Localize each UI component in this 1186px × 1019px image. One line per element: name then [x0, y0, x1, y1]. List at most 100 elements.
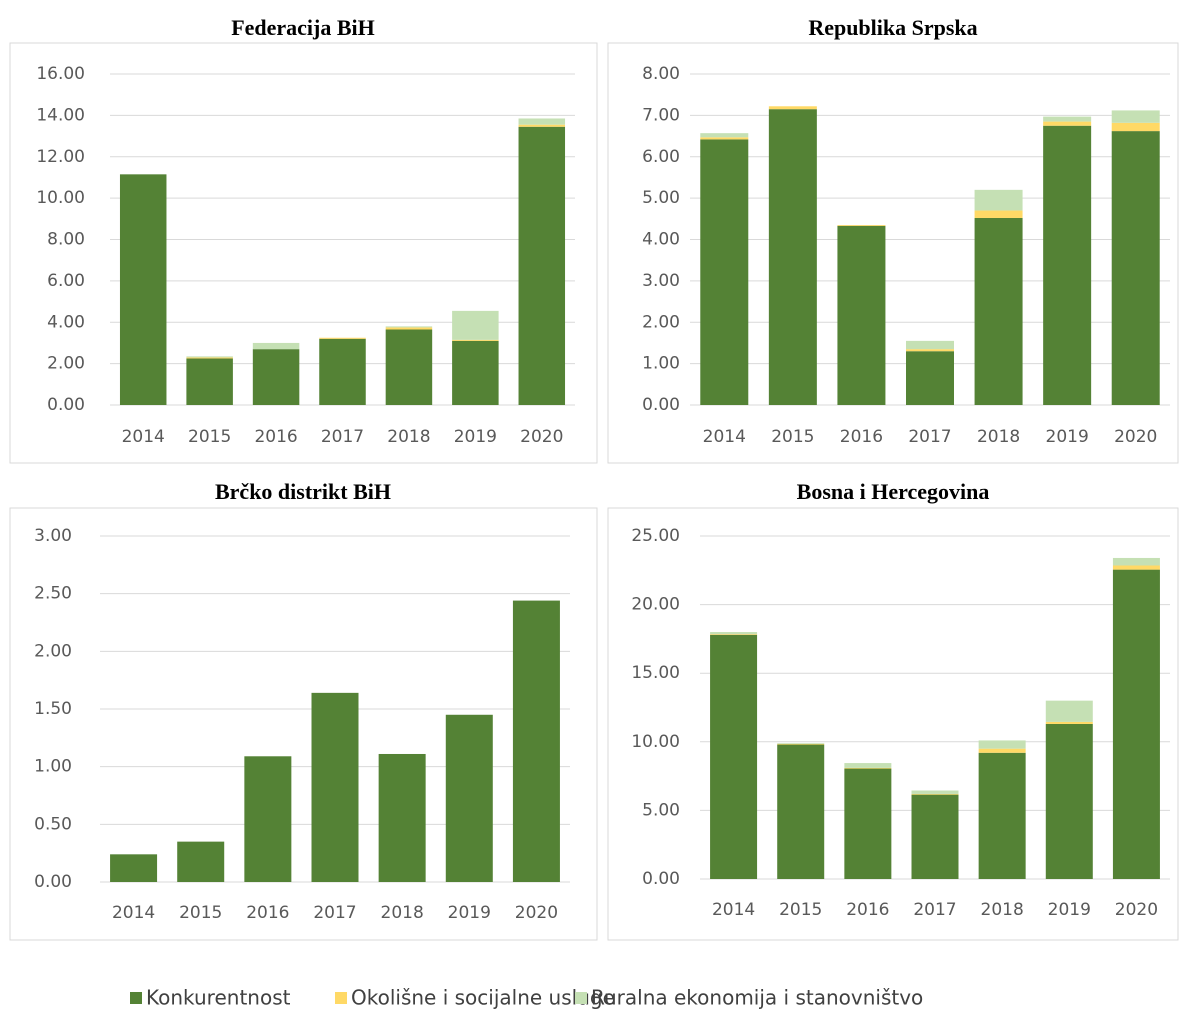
x-tick-label: 2014 — [112, 903, 155, 923]
legend-label: Konkurentnost — [146, 986, 291, 1010]
x-tick-label: 2015 — [188, 427, 231, 447]
y-tick-label: 3.00 — [34, 526, 72, 546]
y-tick-label: 4.00 — [642, 230, 680, 250]
bar-segment — [110, 854, 158, 882]
y-tick-label: 1.00 — [642, 354, 680, 374]
bar-segment — [1111, 122, 1160, 132]
bar-segment — [974, 210, 1023, 218]
bar-segment — [244, 756, 292, 882]
bar-segment — [777, 744, 825, 879]
x-tick-label: 2018 — [381, 903, 424, 923]
bar-segment — [1045, 700, 1093, 722]
bar-segment — [911, 790, 959, 794]
bar-segment — [452, 310, 499, 340]
bar-segment — [906, 340, 954, 350]
bar-segment — [1043, 116, 1092, 122]
bar-segment — [837, 225, 886, 405]
legend-swatch — [575, 992, 587, 1004]
bar-segment — [700, 139, 749, 405]
bar-segment — [1045, 723, 1093, 879]
y-tick-label: 5.00 — [642, 188, 680, 208]
y-tick-label: 8.00 — [47, 230, 85, 250]
bar-segment — [844, 768, 892, 879]
x-tick-label: 2018 — [977, 427, 1020, 447]
bar-segment — [1112, 569, 1160, 879]
legend-label: Ruralna ekonomija i stanovništvo — [591, 986, 923, 1010]
bar-segment — [186, 356, 233, 358]
bar-segment — [978, 748, 1026, 753]
legend-swatch — [335, 992, 347, 1004]
x-tick-label: 2017 — [313, 903, 356, 923]
bar-segment — [385, 327, 433, 330]
bar-segment — [452, 339, 499, 341]
panel-frame — [9, 507, 598, 941]
y-tick-label: 8.00 — [642, 64, 680, 84]
y-tick-label: 2.00 — [34, 641, 72, 661]
bar-segment — [837, 225, 886, 226]
y-tick-label: 16.00 — [36, 64, 85, 84]
y-tick-label: 12.00 — [36, 147, 85, 167]
panel-frame — [9, 42, 598, 464]
bar-segment — [378, 753, 426, 882]
y-tick-label: 1.50 — [34, 699, 72, 719]
bar-segment — [186, 358, 233, 405]
bar-segment — [252, 342, 300, 350]
bar-segment — [978, 740, 1026, 749]
y-tick-label: 1.00 — [34, 757, 72, 777]
x-tick-label: 2018 — [387, 427, 430, 447]
y-tick-label: 14.00 — [36, 105, 85, 125]
bar-segment — [319, 337, 366, 339]
x-tick-label: 2020 — [520, 427, 563, 447]
bar-segment — [311, 692, 359, 882]
bar-segment — [844, 763, 892, 768]
x-tick-label: 2019 — [1046, 427, 1089, 447]
x-tick-label: 2016 — [846, 900, 889, 920]
bar-segment — [710, 634, 758, 879]
bar-segment — [974, 217, 1023, 405]
bar-segment — [777, 743, 825, 744]
bar-segment — [518, 118, 566, 125]
y-tick-label: 4.00 — [47, 312, 85, 332]
bar-segment — [906, 351, 954, 405]
bar-segment — [119, 174, 167, 405]
x-tick-label: 2017 — [321, 427, 364, 447]
panel-frame — [607, 507, 1179, 941]
x-tick-label: 2020 — [515, 903, 558, 923]
panel-frame — [607, 42, 1179, 464]
bar-segment — [445, 714, 493, 882]
x-tick-label: 2020 — [1115, 900, 1158, 920]
legend-swatch — [130, 992, 142, 1004]
x-tick-label: 2014 — [703, 427, 746, 447]
bar-segment — [177, 841, 225, 882]
bar-segment — [1111, 110, 1160, 123]
y-tick-label: 6.00 — [642, 147, 680, 167]
x-tick-label: 2016 — [254, 427, 297, 447]
y-tick-label: 2.50 — [34, 584, 72, 604]
x-tick-label: 2019 — [454, 427, 497, 447]
y-tick-label: 2.00 — [642, 312, 680, 332]
bar-segment — [385, 326, 433, 328]
bar-segment — [768, 106, 817, 110]
y-tick-label: 0.00 — [34, 872, 72, 892]
bar-segment — [700, 133, 749, 138]
bar-segment — [710, 634, 758, 635]
y-tick-label: 20.00 — [631, 595, 680, 615]
bar-segment — [911, 793, 959, 795]
bar-segment — [1111, 131, 1160, 405]
x-tick-label: 2017 — [908, 427, 951, 447]
bar-segment — [844, 767, 892, 769]
x-tick-label: 2019 — [1048, 900, 1091, 920]
bar-segment — [700, 137, 749, 140]
y-tick-label: 0.50 — [34, 814, 72, 834]
x-tick-label: 2015 — [771, 427, 814, 447]
chart-title: Brčko distrikt BiH — [215, 479, 391, 504]
bar-segment — [252, 349, 300, 405]
x-tick-label: 2017 — [913, 900, 956, 920]
y-tick-label: 7.00 — [642, 105, 680, 125]
bar-segment — [978, 752, 1026, 879]
x-tick-label: 2016 — [840, 427, 883, 447]
bar-segment — [186, 357, 233, 359]
y-tick-label: 0.00 — [642, 869, 680, 889]
bar-segment — [452, 340, 499, 405]
